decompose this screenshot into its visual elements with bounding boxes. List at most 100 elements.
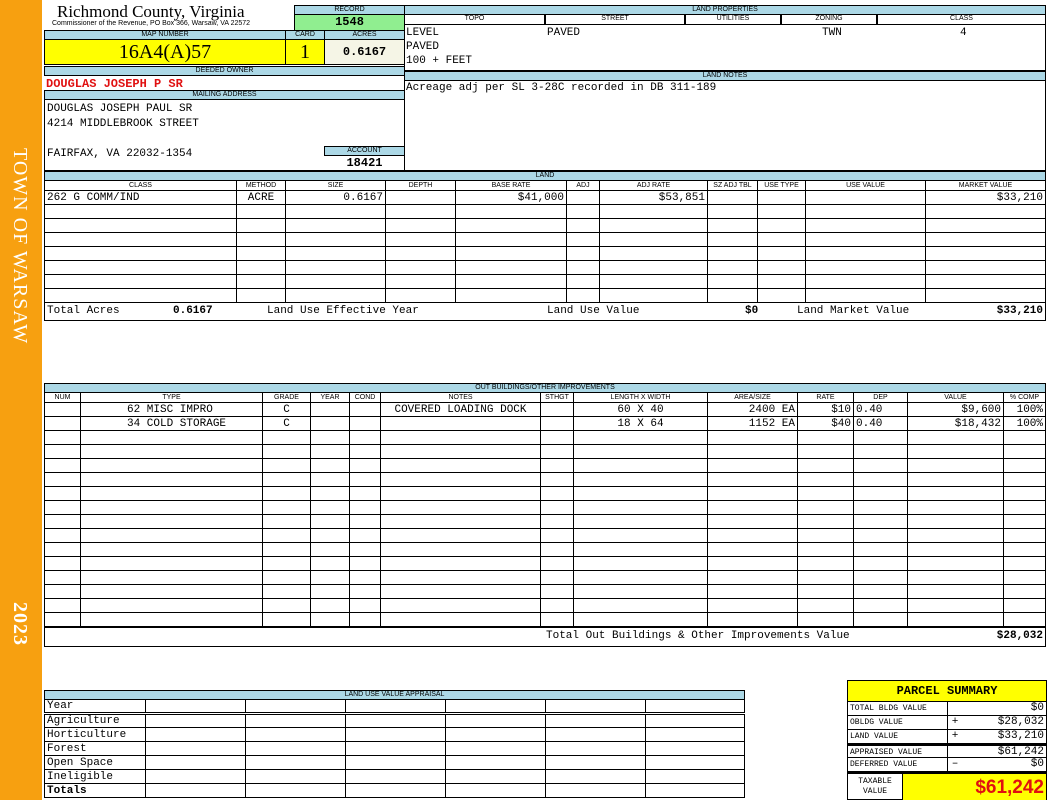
outbuilding-cell	[573, 486, 708, 501]
outbuilding-cell	[797, 584, 854, 599]
land-use-cell: Agriculture	[44, 713, 146, 728]
address-line3: FAIRFAX, VA 22032-1354	[47, 148, 193, 160]
land-cell	[285, 260, 386, 275]
col-street: STREET	[545, 14, 685, 25]
land-cell	[925, 288, 1046, 303]
outbuilding-cell: $18,432	[907, 416, 1004, 431]
land-notes-box	[404, 80, 1046, 171]
outbuilding-cell	[907, 472, 1004, 487]
outbuilding-cell	[1003, 584, 1046, 599]
outbuilding-cell	[310, 486, 350, 501]
land-cell: 0.6167	[285, 190, 386, 205]
land-cell	[236, 288, 286, 303]
land-use-cell	[645, 741, 745, 756]
summary-label: OBLDG VALUE	[848, 716, 948, 729]
outbuilding-cell	[349, 542, 381, 557]
land-cell	[757, 232, 806, 247]
land-use-cell	[545, 699, 646, 715]
outbuilding-cell	[310, 528, 350, 543]
outbuilding-cell	[44, 584, 81, 599]
topo-1: LEVEL	[406, 27, 440, 39]
land-cell	[285, 288, 386, 303]
land-use-cell	[145, 783, 246, 798]
outbuilding-cell: C	[262, 402, 311, 417]
outbuilding-cell	[797, 444, 854, 459]
outbuilding-row	[44, 458, 1046, 473]
land-cell: ACRE	[236, 190, 286, 205]
summary-sign	[948, 746, 962, 757]
land-cell	[566, 260, 600, 275]
land-cell	[236, 260, 286, 275]
land-cell	[805, 246, 926, 261]
outbuilding-cell: 34 COLD STORAGE	[80, 416, 263, 431]
outbuilding-col-header: STHGT	[540, 392, 574, 403]
outbuilding-cell	[80, 472, 263, 487]
taxable-label: TAXABLE VALUE	[848, 774, 903, 800]
land-use-cell	[145, 727, 246, 742]
outbuilding-cell	[907, 458, 1004, 473]
outbuilding-cell	[707, 430, 798, 445]
land-col-header: USE VALUE	[805, 180, 926, 191]
outbuilding-cell	[80, 556, 263, 571]
outbuilding-cell	[853, 430, 908, 445]
land-use-cell: Forest	[44, 741, 146, 756]
outbuilding-cell	[853, 612, 908, 627]
outbuilding-cell	[310, 612, 350, 627]
land-use-cell: Horticulture	[44, 727, 146, 742]
col-utilities: UTILITIES	[685, 14, 781, 25]
outbuilding-cell	[540, 430, 574, 445]
outbuilding-cell	[44, 486, 81, 501]
outbuilding-cell	[310, 416, 350, 431]
land-use-row: Agriculture	[44, 713, 745, 728]
outbuilding-row	[44, 472, 1046, 487]
outbuilding-cell	[853, 486, 908, 501]
outbuilding-cell	[380, 528, 541, 543]
outbuilding-cell	[853, 556, 908, 571]
outbuilding-cell	[380, 458, 541, 473]
land-cell	[285, 274, 386, 289]
land-cell	[385, 260, 456, 275]
land-cell	[805, 218, 926, 233]
land-table: CLASS METHOD SIZE DEPTH BASE RATE ADJ ADJ RATE…	[44, 180, 1046, 303]
land-cell	[285, 246, 386, 261]
outbuilding-cell	[797, 430, 854, 445]
outbuilding-cell	[797, 514, 854, 529]
land-cell	[44, 246, 237, 261]
outbuilding-cell	[44, 416, 81, 431]
outbuilding-cell	[44, 444, 81, 459]
outbuilding-cell	[310, 542, 350, 557]
outbuilding-cell	[540, 556, 574, 571]
outbuilding-cell	[1003, 458, 1046, 473]
outbuilding-row	[44, 486, 1046, 501]
outbuilding-cell	[707, 570, 798, 585]
outbuilding-cell	[540, 584, 574, 599]
outbuilding-cell	[310, 472, 350, 487]
outbuilding-cell	[707, 500, 798, 515]
land-use-cell	[545, 783, 646, 798]
outbuilding-cell	[853, 584, 908, 599]
outbuilding-cell	[349, 528, 381, 543]
land-use-cell: Totals	[44, 783, 146, 798]
parcel-summary: PARCEL SUMMARY TOTAL BLDG VALUE $0 OBLDG V…	[847, 680, 1047, 800]
outbuilding-cell: 0.40	[853, 416, 908, 431]
land-cell	[805, 260, 926, 275]
outbuilding-row	[44, 542, 1046, 557]
outbuilding-cell	[262, 556, 311, 571]
outbuilding-cell	[853, 472, 908, 487]
land-cell	[44, 232, 237, 247]
land-row	[44, 246, 1046, 261]
outbuilding-cell	[853, 528, 908, 543]
outbuilding-cell	[907, 430, 1004, 445]
land-use-cell	[645, 769, 745, 784]
outbuilding-cell	[1003, 542, 1046, 557]
land-cell	[599, 260, 708, 275]
outbuilding-cell	[707, 612, 798, 627]
land-use-row: Totals	[44, 783, 745, 798]
land-use-cell	[345, 727, 446, 742]
land-cell	[44, 260, 237, 275]
land-cell	[599, 232, 708, 247]
outbuilding-cell	[540, 486, 574, 501]
land-cell	[455, 274, 567, 289]
outbuilding-cell	[262, 458, 311, 473]
land-cell	[285, 204, 386, 219]
